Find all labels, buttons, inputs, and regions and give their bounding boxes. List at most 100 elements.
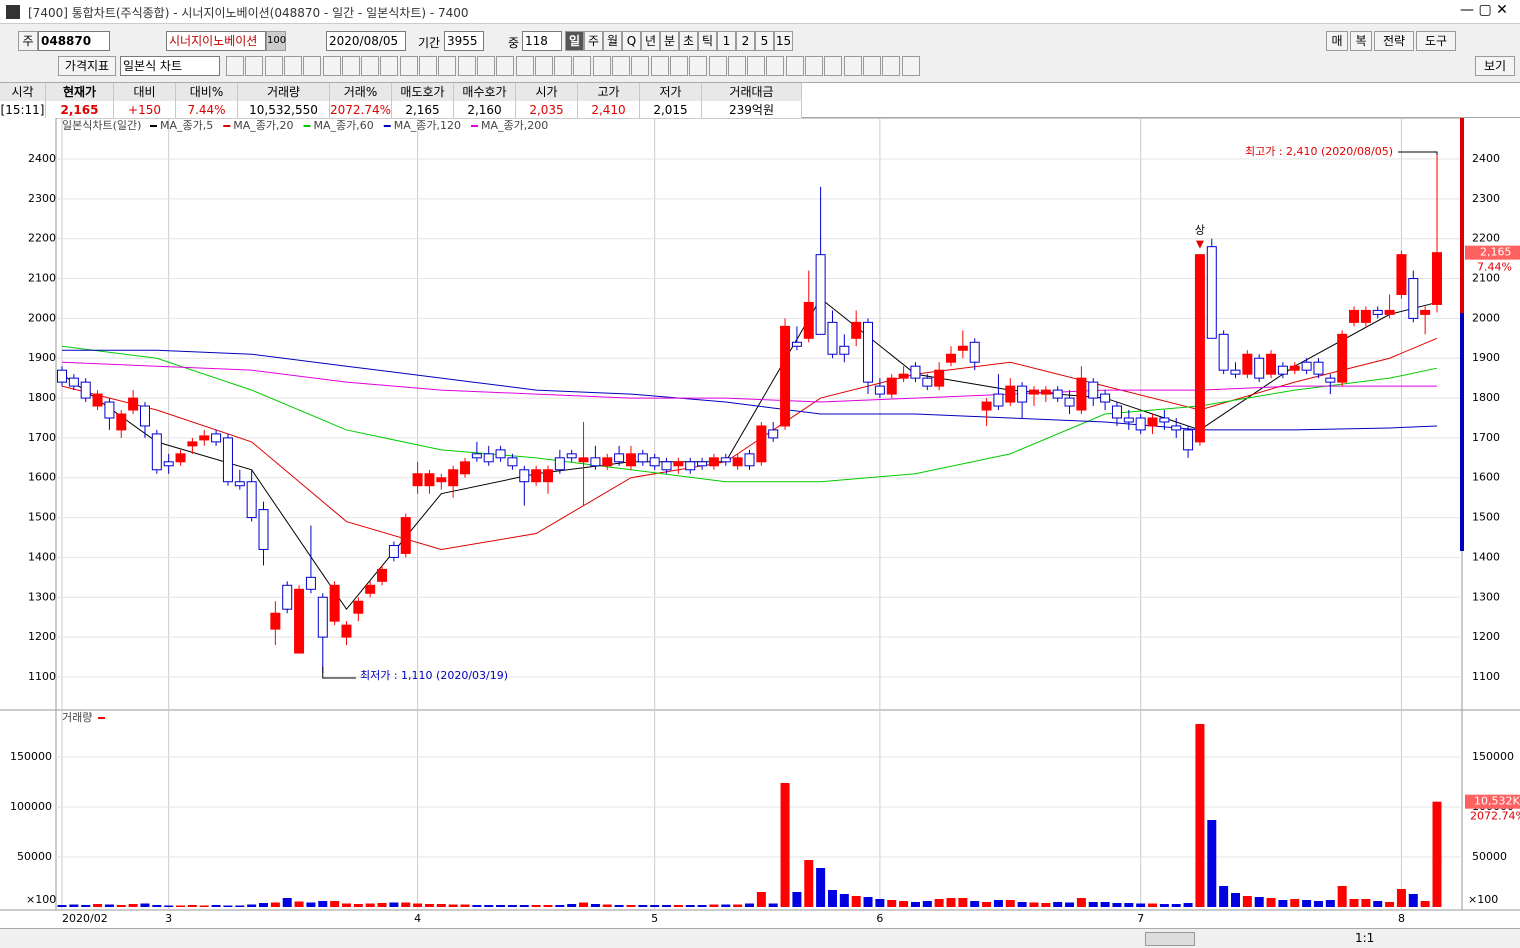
volume-bar (176, 905, 186, 907)
draw-tool[interactable] (612, 56, 630, 76)
candle-body (625, 453, 636, 467)
draw-tool[interactable] (882, 56, 901, 76)
limit-up-label: 상 (1195, 224, 1205, 237)
window-controls[interactable]: — ▢ ✕ (1460, 2, 1508, 18)
volume-bar (1207, 820, 1217, 907)
candle-body (1064, 397, 1075, 407)
candle-body (1337, 333, 1348, 383)
draw-tool[interactable] (727, 56, 746, 76)
volume-bar (1183, 903, 1193, 907)
volume-bar (685, 905, 695, 907)
draw-tool[interactable] (283, 56, 302, 76)
draw-tool[interactable] (515, 56, 534, 76)
draw-tool[interactable] (554, 56, 573, 76)
legend-label: MA_종가,60 (314, 119, 374, 132)
draw-tool[interactable] (650, 56, 669, 76)
legend-label: MA_종가,5 (160, 119, 213, 132)
interval-button[interactable]: 1 (717, 31, 736, 51)
volume-bar (1029, 902, 1039, 907)
draw-tool[interactable] (534, 56, 553, 76)
draw-tool[interactable] (399, 56, 418, 76)
candle-body (827, 321, 838, 355)
volume-bar (164, 905, 174, 907)
last-change-label: 7.44% (1477, 261, 1512, 274)
draw-tool[interactable] (573, 56, 592, 76)
date-input[interactable]: 2020/08/05 (326, 31, 406, 51)
mid-label: 중 (508, 36, 520, 50)
interval-button[interactable]: 5 (755, 31, 774, 51)
draw-tool[interactable] (805, 56, 823, 76)
draw-tool[interactable] (303, 56, 322, 76)
candle-body (234, 481, 245, 487)
draw-tool[interactable] (592, 56, 611, 76)
tool-button[interactable]: 복 (1350, 31, 1372, 51)
interval-button[interactable]: 2 (736, 31, 755, 51)
zoom-ratio: 1:1 (1355, 931, 1375, 945)
tool-button[interactable]: 매 (1326, 31, 1348, 51)
draw-tool[interactable] (419, 56, 437, 76)
draw-tool[interactable] (438, 56, 457, 76)
draw-tool[interactable] (341, 56, 360, 76)
draw-tool[interactable] (708, 56, 727, 76)
tool-button[interactable]: 도구 (1416, 31, 1456, 51)
draw-tool[interactable] (361, 56, 380, 76)
interval-button[interactable]: Q (622, 31, 641, 51)
volume-bar (472, 905, 482, 907)
y-tick-label: 1200 (28, 630, 56, 643)
interval-button[interactable]: 초 (679, 31, 698, 51)
draw-tool[interactable] (824, 56, 843, 76)
candle-body (80, 381, 91, 399)
draw-tool[interactable] (476, 56, 495, 76)
candle-body (851, 321, 862, 339)
volume-bar (1349, 899, 1359, 907)
draw-tool[interactable] (766, 56, 785, 76)
draw-tool[interactable] (264, 56, 283, 76)
draw-tool[interactable] (785, 56, 804, 76)
indicator-button[interactable]: 가격지표 (58, 56, 116, 76)
interval-button[interactable]: 분 (660, 31, 679, 51)
interval-button[interactable]: 주 (584, 31, 603, 51)
name-input[interactable]: 시너지이노베이션 (166, 31, 266, 51)
volume-bar (69, 904, 79, 907)
volume-bar (318, 901, 328, 907)
draw-tool[interactable] (747, 56, 766, 76)
volume-bar (875, 899, 885, 907)
draw-tool[interactable] (901, 56, 920, 76)
draw-tool[interactable] (843, 56, 862, 76)
interval-button[interactable]: 월 (603, 31, 622, 51)
draw-tool[interactable] (380, 56, 399, 76)
draw-tool[interactable] (689, 56, 708, 76)
draw-tool[interactable] (226, 56, 244, 76)
y-tick-label: 1700 (1472, 431, 1500, 444)
candle-body (673, 461, 684, 467)
scroll-bar: 1:1 (0, 928, 1520, 948)
interval-button[interactable]: 년 (641, 31, 660, 51)
y-tick-label: 2300 (28, 192, 56, 205)
legend-label: MA_종가,120 (394, 119, 461, 132)
market-select[interactable]: 주 (18, 31, 38, 51)
candle-body (886, 377, 897, 395)
mid-input[interactable]: 118 (522, 31, 562, 51)
draw-tool[interactable] (631, 56, 650, 76)
draw-tool[interactable] (862, 56, 881, 76)
interval-button[interactable]: 일 (565, 31, 584, 51)
draw-tool[interactable] (245, 56, 264, 76)
candle-body (780, 325, 791, 427)
volume-bar (259, 903, 269, 907)
draw-tool[interactable] (457, 56, 476, 76)
scroll-thumb[interactable] (1145, 932, 1195, 946)
interval-button[interactable]: 15 (774, 31, 793, 51)
draw-tool[interactable] (669, 56, 688, 76)
view-button[interactable]: 보기 (1475, 56, 1515, 76)
volume-bar (448, 904, 458, 907)
y-tick-label: 1400 (28, 550, 56, 563)
interval-button[interactable]: 틱 (698, 31, 717, 51)
volume-bar (851, 896, 861, 907)
chart-style-select[interactable]: 일본식 차트 (120, 56, 220, 76)
tool-button[interactable]: 전략 (1374, 31, 1414, 51)
volume-bar (57, 905, 67, 907)
draw-tool[interactable] (496, 56, 515, 76)
draw-tool[interactable] (322, 56, 341, 76)
period-input[interactable]: 3955 (444, 31, 484, 51)
code-input[interactable]: 048870 (38, 31, 110, 51)
